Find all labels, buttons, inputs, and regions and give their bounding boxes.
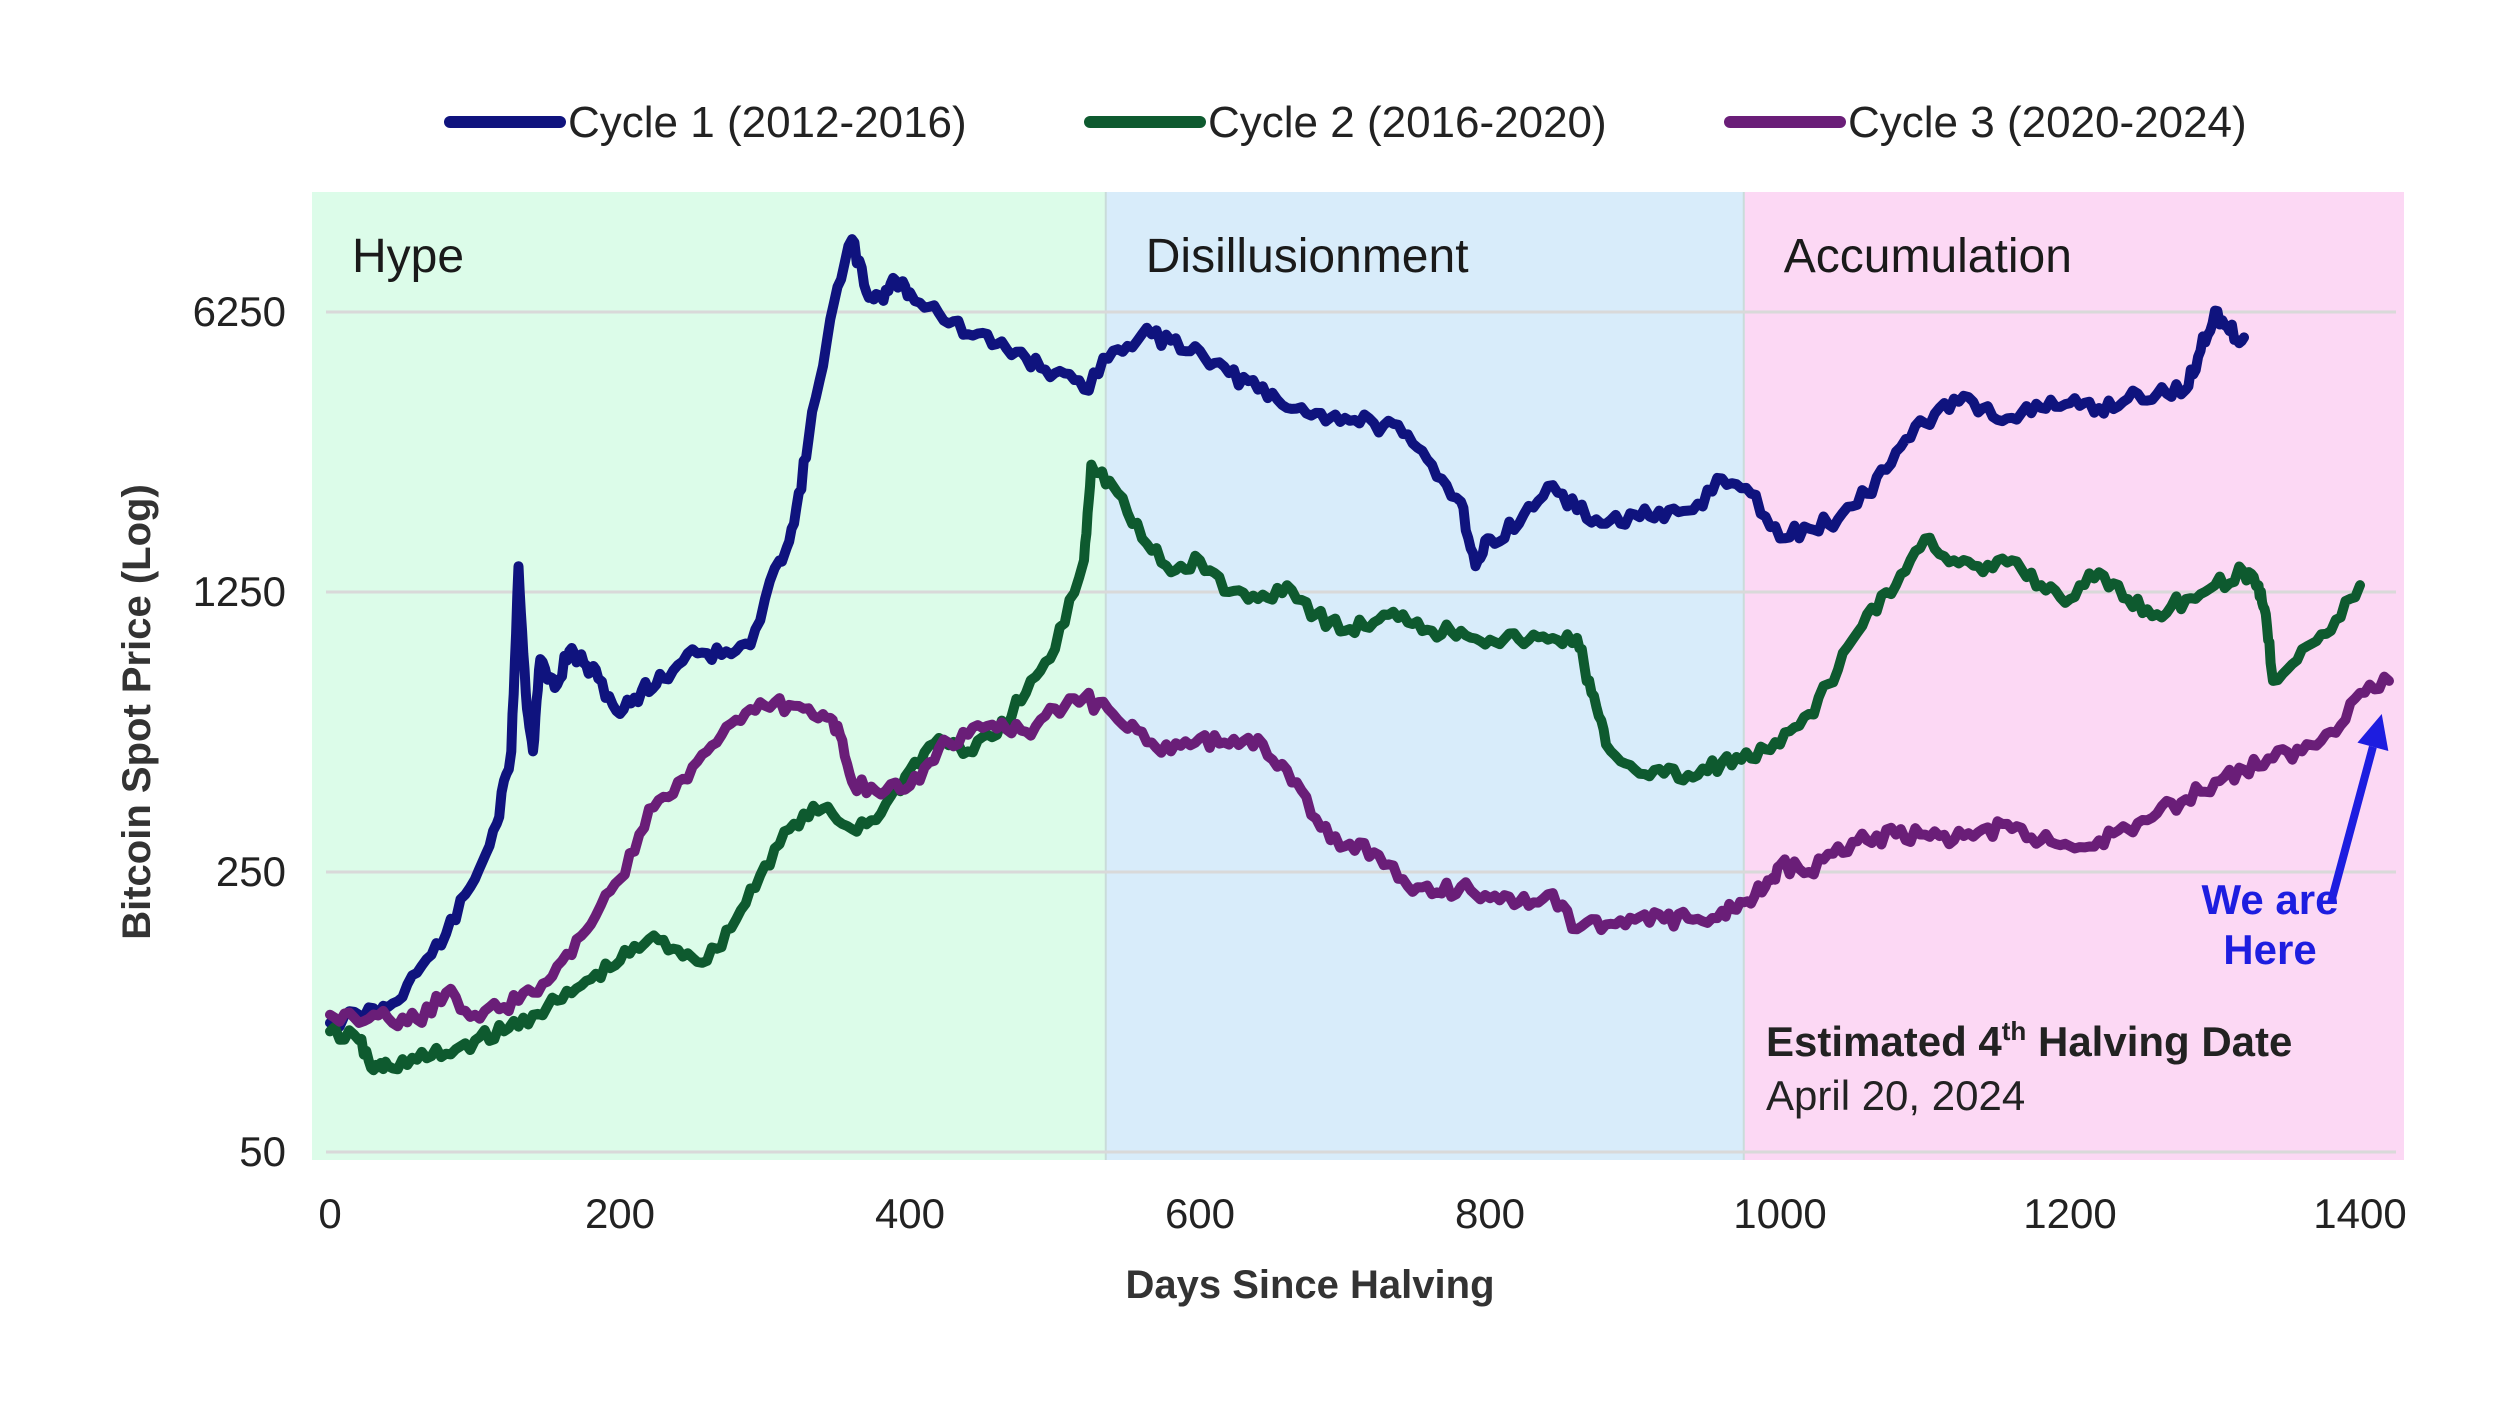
x-axis-title: Days Since Halving (1125, 1263, 1494, 1307)
legend-entry-cycle-2: Cycle 2 (2016-2020) (1084, 98, 1607, 147)
we-are-here-line-2: Here (2223, 926, 2316, 973)
halving-note-superscript: th (2002, 1016, 2027, 1046)
phase-label-disillusionment: Disillusionment (1146, 230, 1469, 283)
legend-label-cycle-3: Cycle 3 (2020-2024) (1848, 98, 2247, 147)
x-axis-ticks: 0 200 400 600 800 1000 1200 1400 (318, 1190, 2406, 1237)
halving-note-title: Estimated 4th Halving Date (1766, 1016, 2292, 1065)
y-tick-label: 6250 (193, 288, 286, 335)
y-axis-ticks: 50 250 1250 6250 (193, 288, 286, 1175)
legend-entry-cycle-1: Cycle 1 (2012-2016) (444, 98, 967, 147)
y-tick-label: 250 (216, 848, 286, 895)
y-axis-title: Bitcoin Spot Price (Log) (115, 484, 159, 940)
region-disillusionment (1105, 192, 1744, 1160)
x-tick-label: 800 (1455, 1190, 1525, 1237)
x-tick-label: 1000 (1733, 1190, 1826, 1237)
x-tick-label: 400 (875, 1190, 945, 1237)
we-are-here-arrow (2327, 745, 2377, 904)
halving-note-title-main: Estimated 4 (1766, 1018, 2002, 1065)
x-tick-label: 0 (318, 1190, 341, 1237)
phase-label-hype: Hype (352, 230, 464, 283)
x-tick-label: 1200 (2023, 1190, 2116, 1237)
series-line-cycle-2 (325, 459, 2365, 1076)
series-line-cycle-3 (325, 671, 2394, 1032)
x-tick-label: 1400 (2313, 1190, 2406, 1237)
x-tick-label: 200 (585, 1190, 655, 1237)
phase-label-accumulation: Accumulation (1784, 230, 2072, 283)
legend: Cycle 1 (2012-2016) Cycle 2 (2016-2020) … (444, 98, 2247, 147)
we-are-here-callout: We are Here (2202, 713, 2389, 973)
legend-label-cycle-1: Cycle 1 (2012-2016) (568, 98, 967, 147)
phase-labels: Hype Disillusionment Accumulation (352, 230, 2072, 283)
x-tick-label: 600 (1165, 1190, 1235, 1237)
legend-entry-cycle-3: Cycle 3 (2020-2024) (1724, 98, 2247, 147)
y-tick-label: 50 (239, 1128, 286, 1175)
legend-label-cycle-2: Cycle 2 (2016-2020) (1208, 98, 1607, 147)
halving-note-title-rest: Halving Date (2026, 1018, 2292, 1065)
region-accumulation (1743, 192, 2404, 1160)
halving-note-date: April 20, 2024 (1766, 1072, 2025, 1119)
halving-date-note: Estimated 4th Halving Date April 20, 202… (1766, 1016, 2292, 1119)
y-tick-label: 1250 (193, 568, 286, 615)
phase-regions (312, 192, 2404, 1160)
series-line-cycle-1 (325, 234, 2249, 1032)
we-are-here-arrowhead (2357, 713, 2389, 751)
series-lines (325, 234, 2394, 1076)
we-are-here-line-1: We are (2202, 876, 2339, 923)
